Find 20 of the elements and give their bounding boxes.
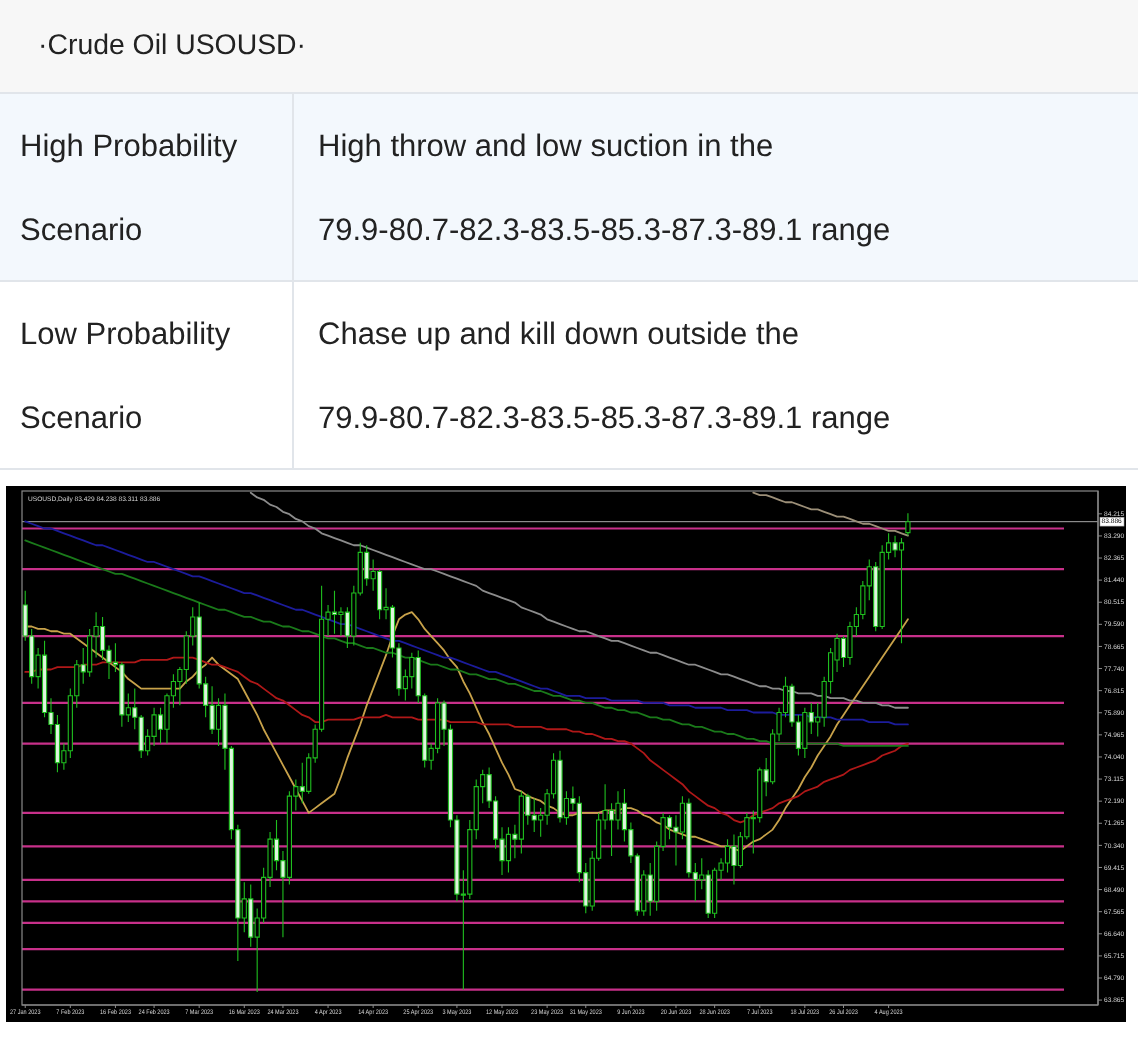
candlestick	[364, 544, 370, 587]
line-series	[24, 611, 909, 853]
text: Chase up and kill down outside the 79.9-80.7-82.3-83.5-85.3-87.3-89.1 range	[318, 318, 891, 436]
line-series	[24, 656, 909, 824]
line-series	[24, 520, 909, 726]
candlestick	[518, 790, 524, 855]
candlestick	[505, 826, 512, 874]
line-series	[752, 491, 909, 537]
candlestick	[802, 707, 808, 759]
text: ·Crude Oil USOUSD·	[0, 0, 1138, 94]
text: Low Probability Scenario	[20, 318, 231, 436]
candlestick	[376, 568, 383, 620]
candlestick	[731, 833, 737, 886]
candlestick	[331, 590, 338, 635]
line-series	[24, 539, 909, 747]
candlestick	[557, 750, 563, 823]
candlestick	[905, 512, 911, 536]
candlestick	[898, 537, 905, 644]
candlestick	[531, 797, 537, 833]
text: High Probability Scenario	[20, 130, 238, 248]
